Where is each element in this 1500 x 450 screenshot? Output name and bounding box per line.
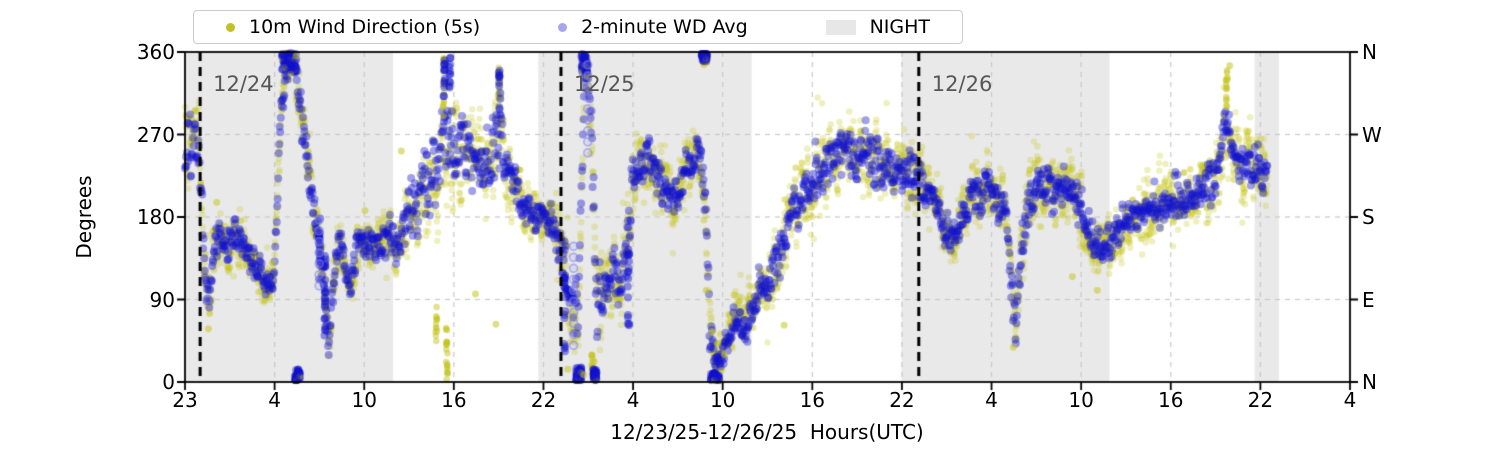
y-axis-label: Degrees <box>72 175 96 259</box>
x-tick-label: 4 <box>268 388 281 412</box>
legend-label-wind-5s: 10m Wind Direction (5s) <box>249 16 481 38</box>
y-tick-label: 180 <box>136 205 175 229</box>
x-tick-label: 22 <box>530 388 557 412</box>
x-tick-label: 16 <box>799 388 826 412</box>
x-tick-label: 10 <box>1068 388 1094 412</box>
legend-label-night: NIGHT <box>869 16 930 38</box>
legend-item-wind-5s: 10m Wind Direction (5s) <box>226 16 480 38</box>
x-tick-label: 4 <box>1343 388 1357 412</box>
legend-item-night: NIGHT <box>825 16 930 38</box>
x-tick-label: 4 <box>626 388 640 412</box>
date-annotation: 12/24 <box>213 72 274 96</box>
y-tick-label: 360 <box>136 40 175 64</box>
x-tick-label: 10 <box>351 388 377 412</box>
legend: 10m Wind Direction (5s) 2-minute WD Avg … <box>193 10 963 44</box>
date-annotation: 12/25 <box>573 72 635 96</box>
legend-item-wd-avg: 2-minute WD Avg <box>558 16 748 38</box>
wind-5s-marker-icon <box>226 22 235 32</box>
x-tick-label: 4 <box>985 388 998 412</box>
x-tick-label: 10 <box>709 388 736 412</box>
wd-avg-marker-icon <box>558 22 568 32</box>
right-axis-label: E <box>1362 287 1375 312</box>
y-tick-label: 90 <box>149 287 175 312</box>
legend-label-wd-avg: 2-minute WD Avg <box>581 16 748 38</box>
right-axis-label: S <box>1362 205 1375 229</box>
y-tick-label: 270 <box>136 122 175 147</box>
date-annotation: 12/26 <box>931 72 993 96</box>
x-axis-label: 12/23/25-12/26/25 Hours(UTC) <box>610 420 924 444</box>
right-axis-label: N <box>1362 370 1377 394</box>
x-tick-label: 23 <box>172 388 198 412</box>
x-tick-label: 22 <box>889 388 915 412</box>
x-tick-label: 16 <box>1158 388 1184 412</box>
y-tick-label: 0 <box>162 370 175 394</box>
right-axis-label: W <box>1362 122 1382 147</box>
x-tick-label: 16 <box>441 388 467 412</box>
right-axis-label: N <box>1362 40 1377 64</box>
x-tick-label: 22 <box>1247 388 1274 412</box>
night-patch-icon <box>825 19 856 35</box>
